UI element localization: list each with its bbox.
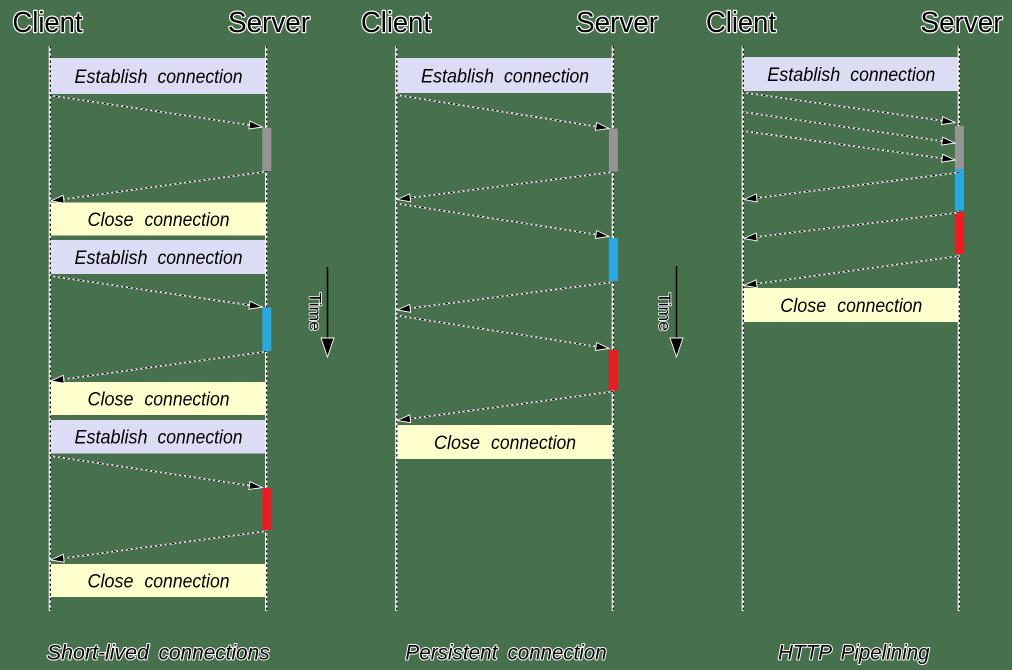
svg-text:HTTP: HTTP [778, 642, 832, 665]
svg-text:Close: Close [88, 571, 134, 592]
svg-text:connection: connection [158, 67, 243, 88]
svg-text:Establish: Establish [421, 66, 494, 87]
svg-text:Server: Server [576, 7, 658, 39]
svg-text:Short-lived: Short-lived [47, 642, 150, 665]
svg-text:Establish: Establish [75, 248, 148, 269]
svg-text:Close: Close [780, 296, 826, 317]
svg-text:Time: Time [655, 293, 673, 332]
svg-text:Persistent: Persistent [405, 642, 498, 665]
svg-text:Close: Close [88, 210, 134, 231]
svg-text:Close: Close [434, 433, 480, 454]
svg-text:Close: Close [88, 389, 134, 410]
svg-text:Client: Client [706, 7, 776, 39]
svg-text:connection: connection [145, 389, 230, 410]
svg-text:connection: connection [850, 65, 935, 86]
svg-text:connection: connection [504, 66, 589, 87]
svg-text:connection: connection [508, 642, 607, 665]
svg-text:Server: Server [228, 7, 310, 39]
svg-text:connection: connection [837, 296, 922, 317]
svg-text:Server: Server [921, 7, 1003, 39]
svg-text:connection: connection [158, 428, 243, 449]
svg-text:connection: connection [145, 571, 230, 592]
svg-text:Client: Client [361, 7, 431, 39]
svg-text:connection: connection [158, 248, 243, 269]
svg-text:connections: connections [159, 642, 270, 665]
svg-text:connection: connection [145, 210, 230, 231]
svg-text:Establish: Establish [767, 65, 840, 86]
svg-text:Client: Client [13, 7, 83, 39]
svg-text:Establish: Establish [75, 428, 148, 449]
svg-text:connection: connection [491, 433, 576, 454]
svg-text:Pipelining: Pipelining [841, 642, 930, 665]
svg-text:Time: Time [306, 293, 324, 332]
svg-text:Establish: Establish [75, 67, 148, 88]
